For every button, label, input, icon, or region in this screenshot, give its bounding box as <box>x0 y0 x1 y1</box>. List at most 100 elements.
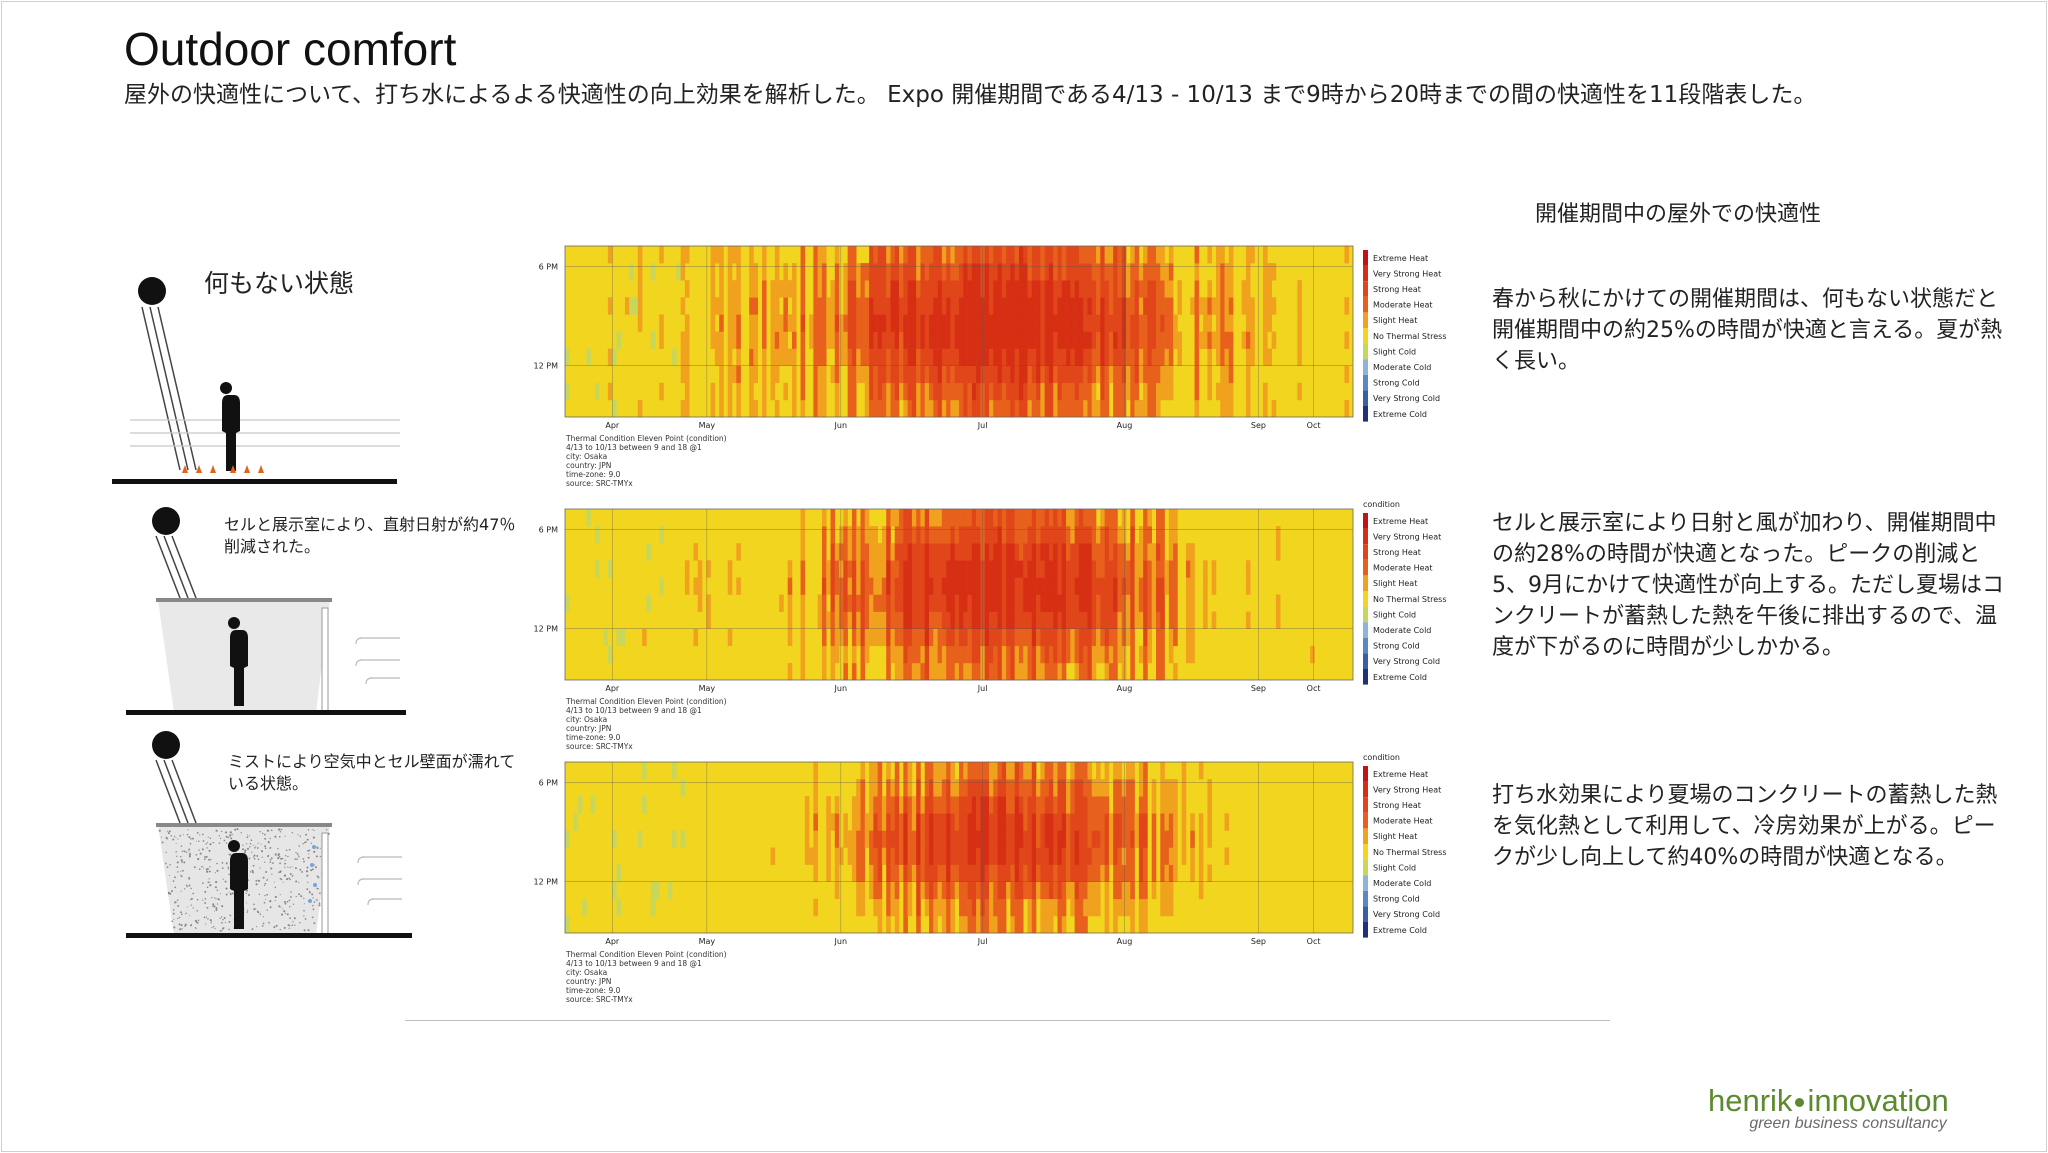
heatmap-cell <box>886 830 891 848</box>
heatmap-cell <box>1126 898 1131 917</box>
mist-dot <box>218 842 221 844</box>
mist-dot <box>177 871 179 873</box>
heatmap-cell <box>1104 246 1110 264</box>
heatmap-cell <box>659 382 664 401</box>
heatmap-cell <box>1113 594 1118 612</box>
heatmap-cell <box>1121 526 1127 544</box>
heatmap-cell <box>984 628 990 647</box>
heatmap-cell <box>1117 813 1123 831</box>
heatmap-cell <box>1078 830 1084 848</box>
heatmap-cell <box>809 331 814 349</box>
heatmap-cell <box>937 246 943 264</box>
heatmap-cell <box>924 382 930 401</box>
heatmap-cell <box>890 881 896 900</box>
heatmap-cell <box>1070 560 1075 578</box>
heatmap-cell <box>984 314 990 332</box>
heatmap-cell <box>967 365 973 384</box>
heatmap-cell <box>1164 577 1170 595</box>
heatmap-cell <box>873 543 878 561</box>
heatmap-cell <box>916 399 921 418</box>
heatmap-cell <box>959 280 964 298</box>
heatmap-cell <box>894 280 900 298</box>
heatmap-cell <box>1113 662 1118 681</box>
heatmap-cell <box>963 864 968 882</box>
heatmap-cell <box>1006 796 1011 814</box>
heatmap-cell <box>877 331 883 349</box>
heatmap-cell <box>1156 628 1161 647</box>
heatmap-cell <box>894 881 900 900</box>
heatmap-cell <box>1130 645 1135 664</box>
heatmap-cell <box>1053 543 1058 561</box>
heatmap-cell <box>826 830 831 848</box>
heatmap-cell <box>903 526 908 544</box>
mist-dot <box>188 884 191 887</box>
mist-dot <box>167 832 170 835</box>
heatmap-cell <box>899 813 904 831</box>
heatmap-cell <box>971 898 977 917</box>
heatmap-cell <box>881 813 887 831</box>
heatmap-cell <box>860 864 866 882</box>
heatmap-cell <box>1057 314 1063 332</box>
heatmap-cell <box>1173 779 1178 797</box>
heatmap-cell <box>1027 348 1033 366</box>
heatmap-cell <box>1130 348 1135 366</box>
heatmap-cell <box>941 645 947 664</box>
heatmap-cell <box>1117 297 1123 315</box>
heatmap-cell <box>929 662 934 681</box>
heatmap-cell <box>877 915 883 934</box>
mist-dot <box>217 898 220 900</box>
heatmap-cell <box>1001 382 1007 401</box>
heatmap-cell <box>929 246 934 264</box>
legend-swatch <box>1363 513 1368 529</box>
heatmap-cell <box>1040 847 1045 865</box>
heatmap-cell <box>834 847 840 865</box>
heatmap-cell <box>800 543 806 561</box>
heatmap-cell <box>937 348 943 366</box>
heatmap-cell <box>1061 560 1067 578</box>
heatmap-cell <box>993 399 998 418</box>
heatmap-cell <box>1018 779 1024 797</box>
heatmap-cell <box>637 246 643 264</box>
heatmap-cell <box>963 813 968 831</box>
heatmap-cell <box>719 263 724 281</box>
heatmap-cell <box>950 348 956 366</box>
mist-dot <box>228 928 230 931</box>
mist-dot <box>259 913 262 915</box>
heatmap-cell <box>1061 543 1067 561</box>
heatmap-cell <box>946 594 951 612</box>
heatmap-cell <box>1048 915 1054 934</box>
heatmap-cell <box>950 365 956 384</box>
mist-dot <box>284 835 286 837</box>
heatmap-cell <box>1117 280 1123 298</box>
heatmap-cell <box>1173 813 1178 831</box>
heatmap-cell <box>800 611 806 629</box>
heatmap-cell <box>1173 611 1178 629</box>
heatmap-cell <box>924 594 930 612</box>
heatmap-cell <box>920 280 926 298</box>
heatmap-cell <box>839 543 844 561</box>
heatmap-cell <box>890 543 896 561</box>
heatmap-cell <box>1036 246 1041 264</box>
heatmap-cell <box>1006 594 1011 612</box>
heatmap-cell <box>1087 864 1093 882</box>
heatmap-cell <box>1126 864 1131 882</box>
heatmap-cell <box>946 365 951 384</box>
heatmap-cell <box>851 662 857 681</box>
heatmap-cell <box>1108 526 1114 544</box>
legend-label: Moderate Heat <box>1373 817 1433 826</box>
heatmap-cell <box>976 382 981 401</box>
mist-dot <box>262 876 265 879</box>
heatmap-cell <box>1027 830 1033 848</box>
heatmap-cell <box>903 280 908 298</box>
mist-dot <box>278 871 280 873</box>
heatmap-cell <box>843 628 848 647</box>
heatmap-cell <box>941 331 947 349</box>
heatmap-cell <box>1121 543 1127 561</box>
heatmap-cell <box>988 246 994 264</box>
heatmap-cell <box>1228 246 1234 264</box>
heatmap-cell <box>1044 314 1050 332</box>
heatmap-cell <box>997 509 1003 527</box>
heatmap-cell <box>869 382 874 401</box>
heatmap-cell <box>873 881 878 900</box>
meta-line: Thermal Condition Eleven Point (conditio… <box>566 434 727 443</box>
